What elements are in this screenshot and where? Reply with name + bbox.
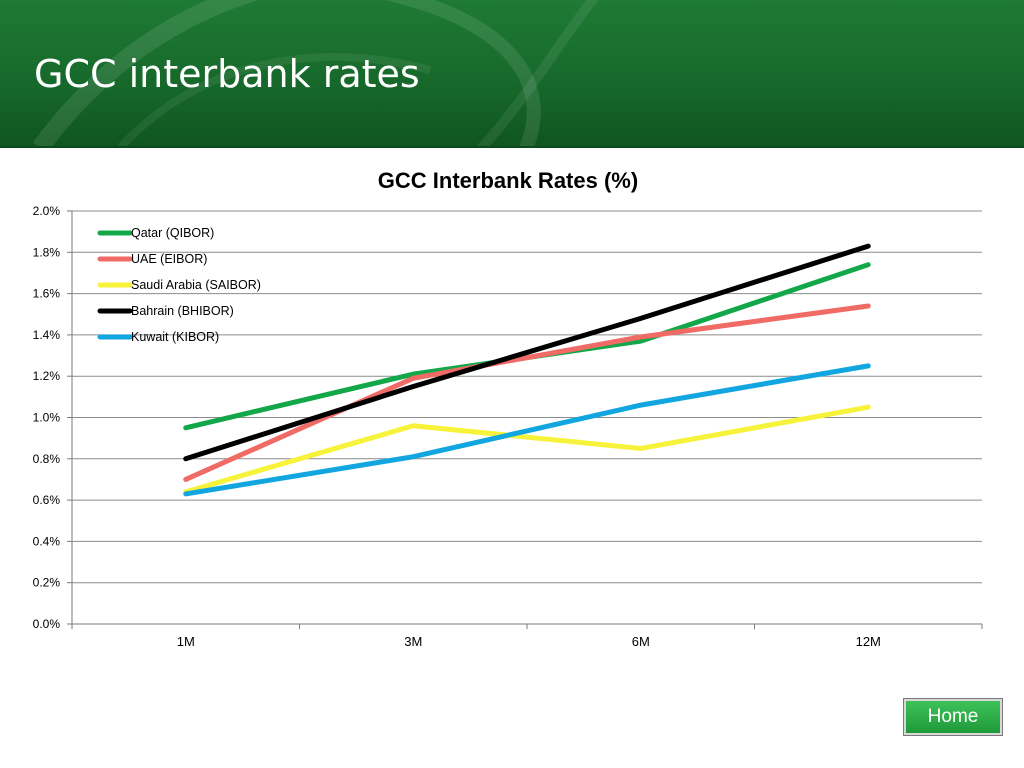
series-line-0 bbox=[183, 262, 871, 431]
header-divider bbox=[0, 146, 1024, 148]
legend-label: Saudi Arabia (SAIBOR) bbox=[131, 278, 261, 292]
home-button[interactable]: Home bbox=[904, 699, 1002, 735]
series-line-4 bbox=[183, 363, 871, 497]
legend-label: Bahrain (BHIBOR) bbox=[131, 304, 234, 318]
y-tick-label: 0.8% bbox=[33, 452, 61, 466]
y-tick-label: 0.2% bbox=[33, 576, 61, 590]
y-tick-label: 1.0% bbox=[33, 411, 61, 425]
legend-label: UAE (EIBOR) bbox=[131, 252, 207, 266]
chart-axes: 0.0% 0.2% 0.4% 0.6% 0.8% 1.0% 1.2% 1.4% 1.6% 1.8%… bbox=[33, 204, 983, 649]
chart-title: GCC Interbank Rates (%) bbox=[378, 168, 638, 193]
series-line-2 bbox=[183, 404, 871, 495]
series-line-1 bbox=[183, 303, 871, 482]
y-tick-label: 0.4% bbox=[33, 534, 61, 548]
legend-label: Kuwait (KIBOR) bbox=[131, 330, 219, 344]
y-tick-label: 1.2% bbox=[33, 369, 61, 383]
header-swirl-decoration bbox=[32, 0, 599, 148]
series-line-3 bbox=[183, 243, 871, 462]
y-tick-label: 0.6% bbox=[33, 493, 61, 507]
y-tick-label: 1.6% bbox=[33, 287, 61, 301]
legend-label: Qatar (QIBOR) bbox=[131, 226, 214, 240]
line-chart: GCC Interbank Rates (%) 0.0% 0.2% 0.4% 0.6%… bbox=[33, 168, 983, 649]
x-tick-label: 12M bbox=[856, 634, 881, 649]
chart-series bbox=[183, 243, 871, 497]
slide-header: GCC interbank rates bbox=[0, 0, 1024, 148]
y-tick-label: 0.0% bbox=[33, 617, 61, 631]
chart-gridlines bbox=[72, 210, 982, 625]
slide-title: GCC interbank rates bbox=[34, 52, 420, 96]
y-tick-label: 1.8% bbox=[33, 245, 61, 259]
y-tick-label: 2.0% bbox=[33, 204, 61, 218]
x-tick-label: 3M bbox=[404, 634, 422, 649]
y-tick-label: 1.4% bbox=[33, 328, 61, 342]
chart-legend: Qatar (QIBOR) UAE (EIBOR) Saudi Arabia (SA… bbox=[97, 226, 261, 344]
x-tick-label: 1M bbox=[177, 634, 195, 649]
x-tick-label: 6M bbox=[632, 634, 650, 649]
